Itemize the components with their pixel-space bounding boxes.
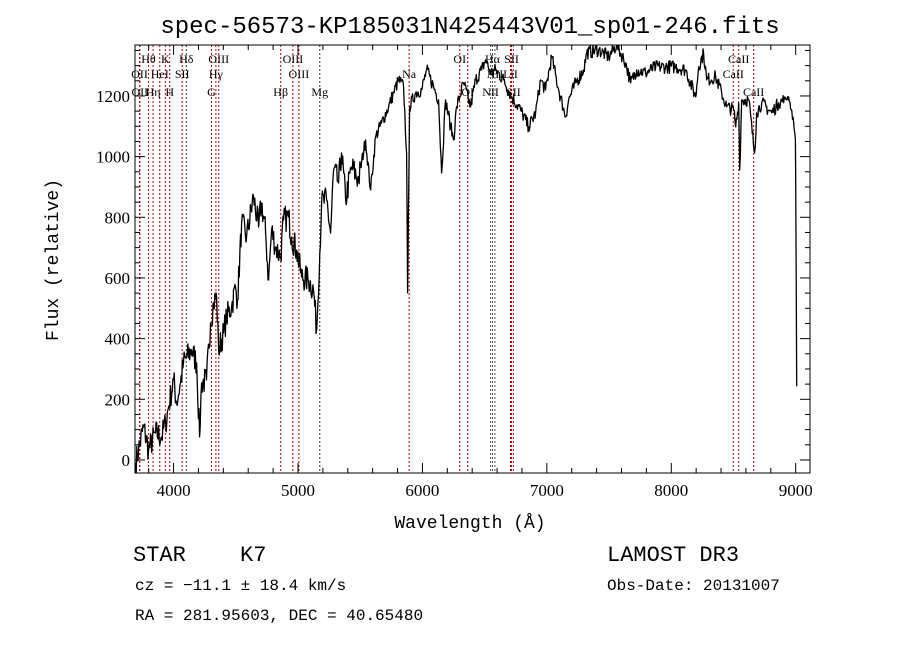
y-tick-label: 400 — [105, 330, 131, 349]
y-tick-label: 800 — [105, 208, 131, 227]
reference-line-label: OIII — [283, 52, 304, 66]
object-class: STAR — [133, 543, 186, 568]
y-axis-label: Flux (relative) — [44, 179, 64, 341]
reference-line-label: Na — [402, 67, 417, 81]
spectrum-series — [135, 45, 798, 473]
redshift-cz: cz = −11.1 ± 18.4 km/s — [135, 577, 346, 595]
y-tick-label: 1000 — [96, 148, 130, 167]
reference-line-label: Hα — [485, 52, 501, 66]
reference-line-label: LiI — [503, 67, 518, 81]
reference-line-labels: OIIHθOIIHηHeIKHSIIHδGHγOIIIHβOIIIOIIIMgN… — [131, 52, 764, 99]
y-tick-label: 200 — [105, 390, 131, 409]
coordinates: RA = 281.95603, DEC = 40.65480 — [135, 607, 423, 625]
x-tick-label: 6000 — [405, 481, 439, 500]
reference-line-label: K — [161, 52, 170, 66]
reference-line-label: Hδ — [179, 52, 194, 66]
axis-ticks: 4000 5000 6000 7000 8000 9000 0 200 400 600 800 100… — [96, 45, 813, 500]
reference-line-label: Hγ — [209, 67, 224, 81]
reference-line-label: Mg — [311, 85, 328, 99]
chart-title: spec-56573-KP185031N425443V01_sp01-246.f… — [160, 14, 779, 41]
reference-line-label: SII — [504, 52, 519, 66]
reference-line-label: CaII — [743, 85, 764, 99]
plot-frame — [134, 44, 811, 474]
spectrum-line — [135, 45, 798, 473]
x-tick-label: 4000 — [157, 481, 191, 500]
reference-line-label: Hη — [146, 85, 161, 99]
reference-line-label: Hθ — [141, 52, 156, 66]
object-subclass: K7 — [240, 543, 266, 568]
reference-line-label: SII — [175, 67, 190, 81]
x-tick-label: 8000 — [654, 481, 688, 500]
reference-line-label: HeI — [151, 67, 169, 81]
x-axis-label: Wavelength (Å) — [394, 513, 545, 534]
reference-line-label: OII — [131, 67, 148, 81]
reference-line-label: OI — [453, 52, 466, 66]
reference-line-label: NII — [482, 85, 499, 99]
reference-line-label: CaII — [723, 67, 744, 81]
reference-line-label: OIII — [289, 67, 310, 81]
reference-line-label: G — [207, 85, 216, 99]
obs-date: Obs-Date: 20131007 — [607, 577, 780, 595]
y-tick-label: 0 — [122, 451, 131, 470]
y-tick-label: 600 — [105, 269, 131, 288]
reference-line-label: OIII — [208, 52, 229, 66]
survey-name: LAMOST DR3 — [607, 543, 739, 568]
y-tick-label: 1200 — [96, 87, 130, 106]
reference-line-label: CaII — [728, 52, 749, 66]
x-tick-label: 7000 — [530, 481, 564, 500]
reference-line-label: Hβ — [273, 85, 288, 99]
x-tick-label: 9000 — [779, 481, 813, 500]
x-tick-label: 5000 — [281, 481, 315, 500]
reference-line-label: H — [165, 85, 174, 99]
